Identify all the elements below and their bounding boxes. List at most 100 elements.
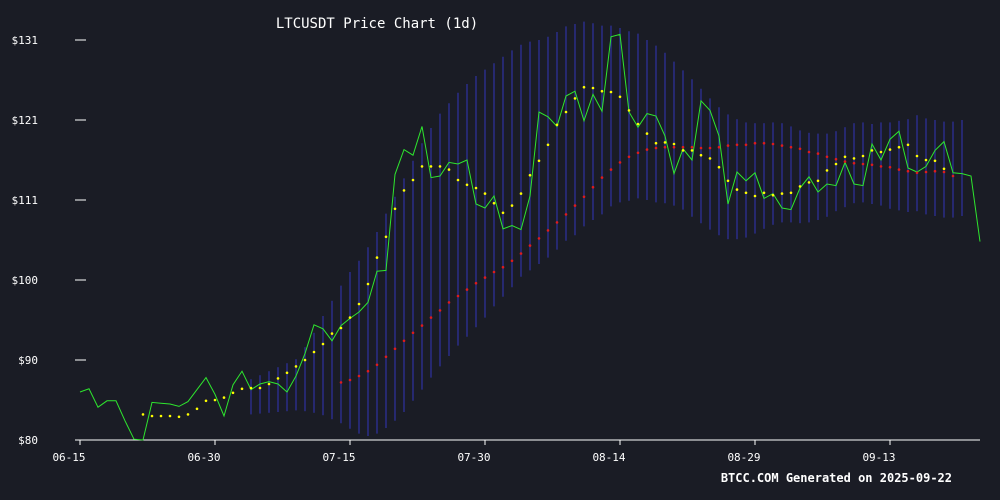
sma-short-point xyxy=(393,207,397,211)
sma-long-point xyxy=(789,145,793,149)
x-ticks: 06-15 06-30 07-15 07-30 08-14 08-29 09-13 xyxy=(52,440,896,464)
sma-long-point xyxy=(870,163,874,167)
sma-short-point xyxy=(564,110,568,114)
sma-short-point xyxy=(771,193,775,197)
sma-short-point xyxy=(240,387,244,391)
sma-short-point xyxy=(456,178,460,182)
sma-long-point xyxy=(591,185,595,189)
sma-long-point xyxy=(456,294,460,298)
sma-short-point xyxy=(582,85,586,89)
sma-short-point xyxy=(555,123,559,127)
sma-short-point xyxy=(870,149,874,152)
sma-long-point xyxy=(555,221,559,224)
sma-short-point xyxy=(663,141,667,144)
sma-short-point xyxy=(357,302,361,306)
sma-long-point xyxy=(420,324,424,327)
sma-long-point xyxy=(636,151,640,155)
sma-short-point xyxy=(186,413,190,416)
sma-short-point xyxy=(816,179,820,183)
y-tick-label: $111 xyxy=(12,194,39,207)
sma-long-point xyxy=(951,174,955,178)
sma-long-point xyxy=(474,281,478,285)
sma-short-point xyxy=(537,159,541,163)
sma-short-point xyxy=(789,191,793,195)
sma-short-point xyxy=(510,204,514,207)
sma-short-point xyxy=(249,386,253,390)
sma-short-point xyxy=(654,141,658,145)
sma-short-point xyxy=(438,165,442,168)
sma-short-point xyxy=(492,201,496,205)
sma-short-point xyxy=(744,191,748,195)
sma-short-point xyxy=(780,192,784,195)
sma-long-point xyxy=(708,146,712,150)
sma-short-point xyxy=(222,396,226,399)
sma-long-point xyxy=(528,244,532,247)
sma-long-point xyxy=(357,374,361,378)
sma-short-point xyxy=(645,132,649,135)
sma-short-point xyxy=(411,178,415,182)
sma-short-point xyxy=(672,142,676,146)
sma-short-point xyxy=(447,168,451,171)
sma-long-point xyxy=(798,147,802,151)
sma-long-point xyxy=(375,363,379,367)
sma-long-point xyxy=(807,150,811,154)
sma-long-point xyxy=(348,378,352,382)
sma-short-point xyxy=(546,143,550,147)
sma-short-point xyxy=(141,413,145,416)
sma-short-point xyxy=(861,154,865,158)
sma-short-point xyxy=(843,155,847,159)
sma-short-point xyxy=(834,162,838,166)
sma-long-point xyxy=(438,309,442,312)
sma-long-point xyxy=(861,162,865,166)
sma-long-point xyxy=(654,146,658,150)
sma-long-point xyxy=(753,141,757,145)
y-tick-label: $121 xyxy=(12,114,39,127)
sma-short-point xyxy=(195,407,199,411)
sma-long-point xyxy=(744,143,748,147)
sma-short-point xyxy=(294,365,298,368)
sma-long-point xyxy=(933,169,937,173)
sma-short-point xyxy=(384,235,388,239)
sma-short-point xyxy=(825,169,829,172)
sma-long-point xyxy=(573,204,577,207)
sma-short-point xyxy=(312,350,316,354)
sma-long-point xyxy=(447,301,451,304)
sma-long-point xyxy=(942,170,946,174)
sma-long-point xyxy=(483,276,487,279)
sma-short-point xyxy=(609,90,613,94)
sma-short-point xyxy=(888,148,892,151)
sma-long-point xyxy=(663,145,667,149)
sma-long-point xyxy=(519,252,523,255)
sma-short-point xyxy=(618,95,622,99)
sma-short-point xyxy=(339,326,343,330)
sma-long-point xyxy=(411,331,415,335)
sma-short-point xyxy=(402,189,406,192)
sma-short-point xyxy=(690,149,694,152)
sma-long-point xyxy=(879,165,883,168)
sma-short-point xyxy=(591,86,595,90)
sma-long-point xyxy=(582,195,586,199)
sma-long-point xyxy=(681,145,685,149)
sma-long-point xyxy=(726,144,730,147)
sma-short-point xyxy=(474,186,478,190)
sma-long-point xyxy=(843,160,847,163)
sma-short-point xyxy=(159,414,163,418)
sma-long-point xyxy=(627,155,631,159)
sma-long-point xyxy=(510,259,514,263)
sma-short-point xyxy=(906,143,910,147)
sma-short-point xyxy=(942,167,946,171)
sma-short-point xyxy=(573,97,577,100)
sma-short-point xyxy=(501,211,505,215)
sma-long-point xyxy=(906,169,910,173)
sma-long-point xyxy=(672,145,676,149)
sma-long-point xyxy=(735,143,739,147)
sma-short-point xyxy=(708,157,712,160)
sma-long-point xyxy=(771,142,775,146)
sma-short-point xyxy=(150,414,154,418)
sma-long-point xyxy=(699,146,703,150)
sma-long-point xyxy=(384,355,388,359)
y-tick-label: $131 xyxy=(12,34,39,47)
x-tick-label: 08-14 xyxy=(592,451,625,464)
